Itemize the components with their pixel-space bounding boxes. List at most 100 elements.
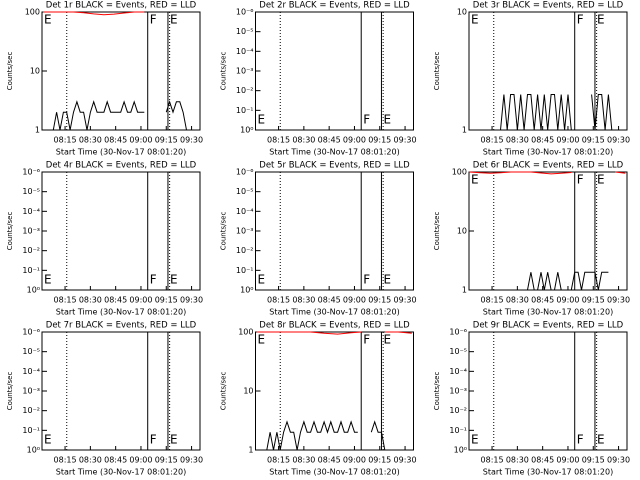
x-axis-label: Start Time (30-Nov-17 08:01:20) <box>269 308 399 317</box>
y-tick-label: 10⁻⁶ <box>236 8 254 17</box>
marker-label: F <box>150 433 157 447</box>
y-tick-label: 10⁻⁶ <box>236 168 254 177</box>
x-tick-label: 09:15 <box>368 296 391 305</box>
x-tick-label: 09:15 <box>582 456 605 465</box>
y-tick-label: 10⁻⁵ <box>236 187 254 196</box>
marker-label: F <box>363 273 370 287</box>
x-tick-label: 08:45 <box>104 456 127 465</box>
marker-label: F <box>577 173 584 187</box>
y-axis-label: Counts/sec <box>433 52 441 91</box>
x-tick-label: 08:30 <box>79 456 102 465</box>
marker-label: E <box>170 433 178 447</box>
y-tick-label: 10⁻² <box>449 406 467 415</box>
y-tick-label: 10⁻³ <box>22 227 40 236</box>
marker-label: E <box>597 173 605 187</box>
x-tick-label: 09:30 <box>180 296 203 305</box>
x-tick-label: 08:15 <box>54 456 77 465</box>
y-tick-label: 10⁻⁶ <box>22 168 40 177</box>
x-tick-label: 09:00 <box>343 136 366 145</box>
x-tick-label: 08:15 <box>481 296 504 305</box>
series-line <box>43 11 145 16</box>
y-tick-label: 10⁰ <box>454 446 467 455</box>
y-axis-label: Counts/sec <box>6 212 14 251</box>
x-tick-label: 08:15 <box>267 456 290 465</box>
marker-label: E <box>383 333 391 347</box>
marker-label: E <box>383 113 391 127</box>
y-axis-label: Counts/sec <box>6 372 14 411</box>
x-tick-label: 09:30 <box>607 136 630 145</box>
y-tick-label: 10 <box>243 387 253 396</box>
x-tick-label: 09:00 <box>129 296 152 305</box>
x-tick-label: 09:30 <box>394 136 417 145</box>
x-tick-label: 09:00 <box>129 456 152 465</box>
x-tick-label: 08:30 <box>292 136 315 145</box>
y-tick-label: 10⁻² <box>22 246 40 255</box>
y-axis-label: Counts/sec <box>433 212 441 251</box>
marker-label: F <box>577 433 584 447</box>
y-tick-label: 10⁻⁵ <box>449 347 467 356</box>
marker-label: F <box>150 273 157 287</box>
y-tick-label: 10⁻⁴ <box>236 207 254 216</box>
y-tick-label: 10⁻⁴ <box>22 367 40 376</box>
x-tick-label: 08:45 <box>318 296 341 305</box>
series-line <box>256 331 412 335</box>
y-tick-label: 10⁻³ <box>449 387 467 396</box>
y-tick-label: 10⁻⁴ <box>449 367 467 376</box>
x-tick-label: 09:00 <box>556 456 579 465</box>
x-tick-label: 08:45 <box>531 296 554 305</box>
y-tick-label: 10⁰ <box>240 286 253 295</box>
x-tick-label: 08:30 <box>292 456 315 465</box>
x-tick-label: 08:30 <box>79 296 102 305</box>
marker-label: F <box>363 113 370 127</box>
x-tick-label: 08:30 <box>292 296 315 305</box>
y-tick-label: 10 <box>457 227 467 236</box>
marker-label: E <box>258 333 266 347</box>
marker-label: F <box>577 13 584 27</box>
marker-label: E <box>471 433 479 447</box>
x-axis-label: Start Time (30-Nov-17 08:01:20) <box>483 308 613 317</box>
x-tick-label: 08:45 <box>531 136 554 145</box>
series-line <box>469 171 626 175</box>
marker-label: E <box>44 13 52 27</box>
x-tick-label: 09:30 <box>607 296 630 305</box>
x-tick-label: 09:15 <box>155 456 178 465</box>
marker-label: F <box>150 13 157 27</box>
x-tick-label: 09:00 <box>129 136 152 145</box>
y-tick-label: 10⁻⁴ <box>236 47 254 56</box>
y-tick-label: 10⁻⁶ <box>449 328 467 337</box>
x-axis-label: Start Time (30-Nov-17 08:01:20) <box>269 148 399 157</box>
panel-title: Det 9r BLACK = Events, RED = LLD <box>473 321 624 331</box>
y-axis-label: Counts/sec <box>433 372 441 411</box>
x-tick-label: 08:45 <box>318 456 341 465</box>
x-axis-label: Start Time (30-Nov-17 08:01:20) <box>56 468 186 477</box>
y-tick-label: 10⁰ <box>240 126 253 135</box>
y-axis-label: Counts/sec <box>6 52 14 91</box>
y-tick-label: 10⁻¹ <box>236 106 254 115</box>
y-tick-label: 10⁰ <box>27 286 40 295</box>
x-tick-label: 08:30 <box>506 136 529 145</box>
marker-label: E <box>44 273 52 287</box>
marker-label: E <box>471 13 479 27</box>
y-tick-label: 10⁻² <box>236 86 254 95</box>
y-tick-label: 10⁻⁶ <box>22 328 40 337</box>
y-tick-label: 10⁻² <box>22 406 40 415</box>
x-tick-label: 09:15 <box>155 296 178 305</box>
marker-label: E <box>258 273 266 287</box>
x-tick-label: 08:30 <box>79 136 102 145</box>
x-tick-label: 09:30 <box>180 136 203 145</box>
y-tick-label: 10⁻⁵ <box>236 27 254 36</box>
x-tick-label: 09:00 <box>343 296 366 305</box>
y-tick-label: 1 <box>462 286 467 295</box>
panel-title: Det 8r BLACK = Events, RED = LLD <box>259 321 410 331</box>
y-tick-label: 10⁻³ <box>236 227 254 236</box>
x-axis-label: Start Time (30-Nov-17 08:01:20) <box>56 308 186 317</box>
marker-label: E <box>597 433 605 447</box>
x-tick-label: 09:30 <box>180 456 203 465</box>
marker-label: E <box>258 113 266 127</box>
y-tick-label: 10⁻³ <box>236 67 254 76</box>
y-tick-label: 10⁻⁴ <box>22 207 40 216</box>
x-tick-label: 08:15 <box>54 296 77 305</box>
panel-title: Det 7r BLACK = Events, RED = LLD <box>46 321 197 331</box>
